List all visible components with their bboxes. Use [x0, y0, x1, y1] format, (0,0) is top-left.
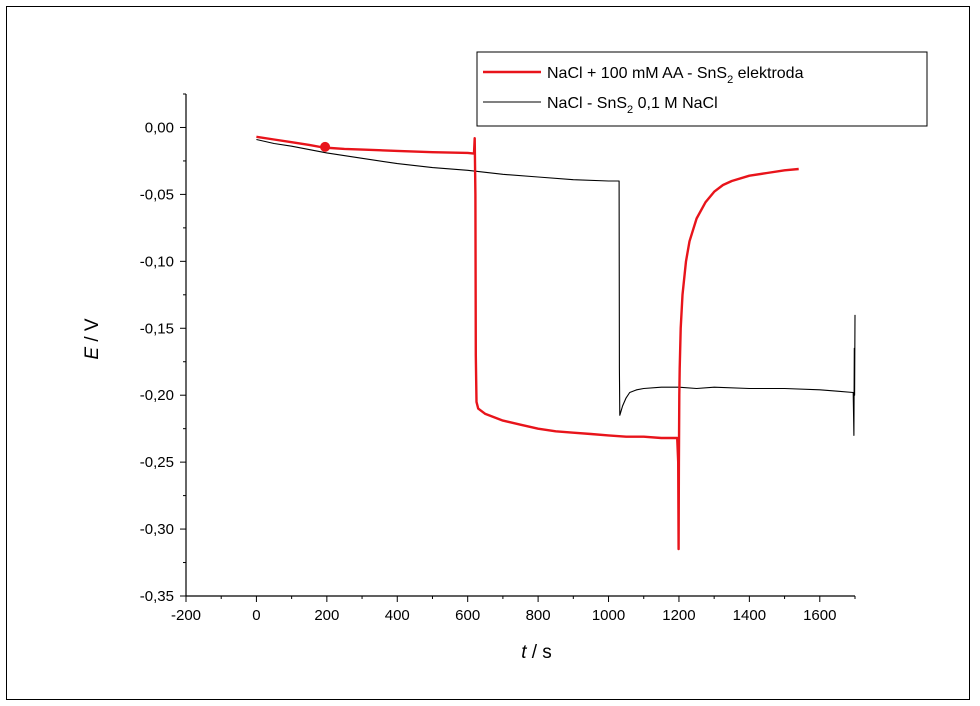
y-tick-label: -0,35 [140, 588, 174, 605]
x-tick-label: 800 [526, 607, 551, 624]
series-marker [320, 141, 331, 152]
y-tick-label: -0,15 [140, 320, 174, 337]
figure-frame [6, 6, 970, 700]
x-axis-title: t / s [521, 642, 552, 663]
x-tick-label: 200 [314, 607, 339, 624]
series-line-nacl [256, 138, 856, 436]
y-tick-label: 0,00 [145, 119, 174, 136]
x-tick-label: 1200 [662, 607, 695, 624]
x-tick-label: 1600 [803, 607, 836, 624]
legend: NaCl + 100 mM AA - SnS2 elektroda NaCl - … [476, 51, 928, 127]
legend-entry-label: NaCl + 100 mM AA - SnS2 elektroda [547, 65, 804, 86]
x-tick-label: 600 [455, 607, 480, 624]
x-tick-label: 0 [252, 607, 260, 624]
legend-entry-label: NaCl - SnS2 0,1 M NaCl [547, 95, 718, 116]
y-tick-label: -0,05 [140, 186, 174, 203]
series-line-nacl-aa [256, 135, 799, 551]
x-tick-label: 400 [385, 607, 410, 624]
x-tick-label: 1400 [733, 607, 766, 624]
y-tick-label: -0,10 [140, 253, 174, 270]
y-tick-label: -0,25 [140, 454, 174, 471]
legend-box [476, 51, 928, 127]
x-tick-label: -200 [171, 607, 201, 624]
series-layer [256, 135, 856, 551]
y-tick-label: -0,20 [140, 387, 174, 404]
x-tick-label: 1000 [592, 607, 625, 624]
y-axis-title: E / V [82, 318, 103, 360]
y-tick-label: -0,30 [140, 521, 174, 538]
axes: -200 0 200 400 600 800 1000 1200 1400 1600 -0,35 -0… [82, 93, 856, 663]
